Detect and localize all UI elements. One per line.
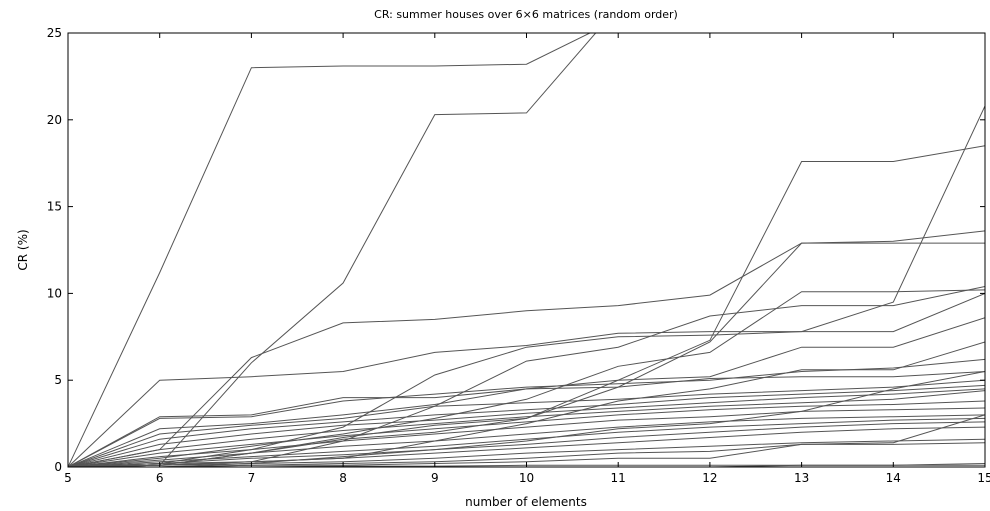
series-line-8 — [68, 289, 985, 467]
y-tick-label: 5 — [54, 373, 62, 387]
series-line-2 — [68, 33, 597, 467]
x-axis: 5 6 7 8 9 10 11 12 13 14 15 — [64, 33, 990, 485]
x-tick-label: 8 — [339, 471, 347, 485]
plot-frame — [67, 32, 986, 468]
series-line-4 — [68, 230, 985, 467]
x-tick-label: 15 — [977, 471, 990, 485]
series-group — [68, 33, 985, 467]
x-tick-label: 12 — [702, 471, 717, 485]
series-line-6 — [68, 242, 985, 467]
x-axis-label: number of elements — [465, 495, 587, 509]
x-tick-label: 6 — [156, 471, 164, 485]
series-line-20 — [68, 417, 985, 467]
x-tick-label: 11 — [611, 471, 626, 485]
y-axis-label: CR (%) — [16, 229, 30, 270]
series-line-29 — [68, 341, 985, 467]
y-tick-label: 10 — [47, 286, 62, 300]
y-tick-label: 0 — [54, 460, 62, 474]
series-line-9 — [68, 105, 985, 467]
series-line-15 — [68, 388, 985, 467]
series-line-22 — [68, 426, 985, 467]
series-line-16 — [68, 390, 985, 467]
y-tick-label: 15 — [47, 200, 62, 214]
series-line-18 — [68, 407, 985, 467]
series-line-5 — [68, 292, 985, 467]
x-tick-label: 14 — [886, 471, 901, 485]
series-line-13 — [68, 379, 985, 467]
y-tick-label: 20 — [47, 113, 62, 127]
series-line-19 — [68, 414, 985, 467]
y-tick-label: 25 — [47, 26, 62, 40]
series-line-1 — [68, 33, 592, 467]
x-tick-label: 9 — [431, 471, 439, 485]
series-line-30 — [68, 371, 985, 467]
series-line-21 — [68, 421, 985, 467]
series-line-17 — [68, 400, 985, 467]
x-tick-label: 7 — [248, 471, 256, 485]
y-axis: 0 5 10 15 20 25 — [47, 26, 985, 474]
chart-title: CR: summer houses over 6×6 matrices (ran… — [374, 8, 678, 21]
x-tick-label: 13 — [794, 471, 809, 485]
series-line-14 — [68, 384, 985, 467]
x-tick-label: 5 — [64, 471, 72, 485]
series-line-23 — [68, 438, 985, 467]
series-line-12 — [68, 371, 985, 467]
series-line-25 — [68, 442, 985, 467]
series-line-11 — [68, 358, 985, 467]
x-tick-label: 10 — [519, 471, 534, 485]
